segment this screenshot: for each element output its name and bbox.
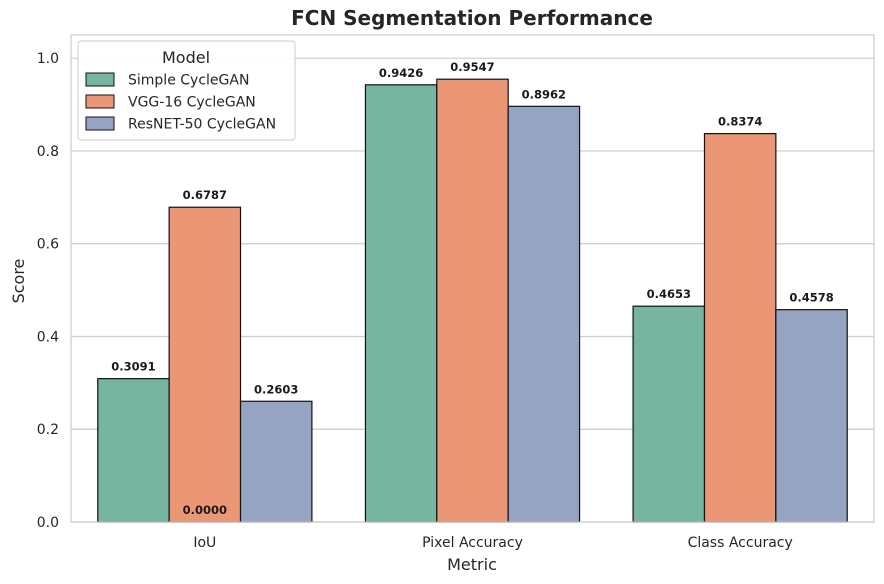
y-tick-label: 0.6 <box>37 237 59 253</box>
x-tick-label: IoU <box>193 535 216 551</box>
bar-value-label: 0.9547 <box>450 60 494 74</box>
legend-label: ResNET-50 CycleGAN <box>128 117 276 133</box>
legend-swatch <box>85 116 115 131</box>
legend-swatch <box>85 72 115 87</box>
y-tick-label: 0.0 <box>37 515 59 531</box>
legend-items: Simple CycleGAN VGG-16 CycleGAN ResNET-50 … <box>85 72 276 133</box>
bar-value-label: 0.9426 <box>379 66 423 80</box>
x-axis-ticks: IoU Pixel Accuracy Class Accuracy <box>193 535 792 551</box>
plot-frame <box>70 34 875 523</box>
y-tick-label: 1.0 <box>37 51 59 67</box>
y-tick-label: 0.2 <box>37 422 59 438</box>
bar-value-label: 0.4653 <box>647 287 691 301</box>
y-tick-label: 0.4 <box>37 329 59 345</box>
bar-value-label: 0.4578 <box>789 291 833 305</box>
x-tick-label: Class Accuracy <box>688 535 793 551</box>
y-axis-title: Score <box>9 259 28 304</box>
bar-value-label: 0.8962 <box>522 87 566 101</box>
bar <box>775 309 848 523</box>
bar <box>97 378 170 523</box>
bar-value-label: 0.3091 <box>111 360 155 374</box>
data-labels: 0.3091 0.9426 0.4653 0.6787 0.9547 0.8374 0.26… <box>111 60 833 517</box>
bar <box>168 206 242 523</box>
x-tick-label: Pixel Accuracy <box>422 535 523 551</box>
bar <box>632 305 706 523</box>
legend-swatch <box>85 94 115 109</box>
chart-title: FCN Segmentation Performance <box>291 6 653 30</box>
x-axis-title: Metric <box>447 555 497 574</box>
y-tick-label: 0.8 <box>37 144 59 160</box>
bar <box>436 78 509 523</box>
bar-value-label: 0.6787 <box>183 188 227 202</box>
bar <box>703 133 777 523</box>
legend: Model Simple CycleGAN VGG-16 CycleGAN ResN… <box>77 40 296 141</box>
bar-value-label: 0.2603 <box>254 382 298 396</box>
y-axis-ticks: 0.0 0.2 0.4 0.6 0.8 1.0 <box>37 51 59 531</box>
bar-value-label: 0.8374 <box>718 115 762 129</box>
legend-box <box>77 40 296 141</box>
bars <box>97 78 848 523</box>
legend-label: Simple CycleGAN <box>128 73 249 89</box>
legend-label: VGG-16 CycleGAN <box>128 95 256 111</box>
bar <box>239 400 313 523</box>
bar <box>364 84 438 523</box>
bar <box>507 105 581 523</box>
legend-title: Model <box>162 48 210 67</box>
annotation-label: 0.0000 <box>183 503 227 517</box>
